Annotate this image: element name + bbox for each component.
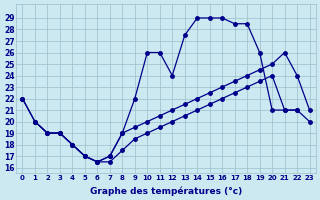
- X-axis label: Graphe des températures (°c): Graphe des températures (°c): [90, 186, 242, 196]
